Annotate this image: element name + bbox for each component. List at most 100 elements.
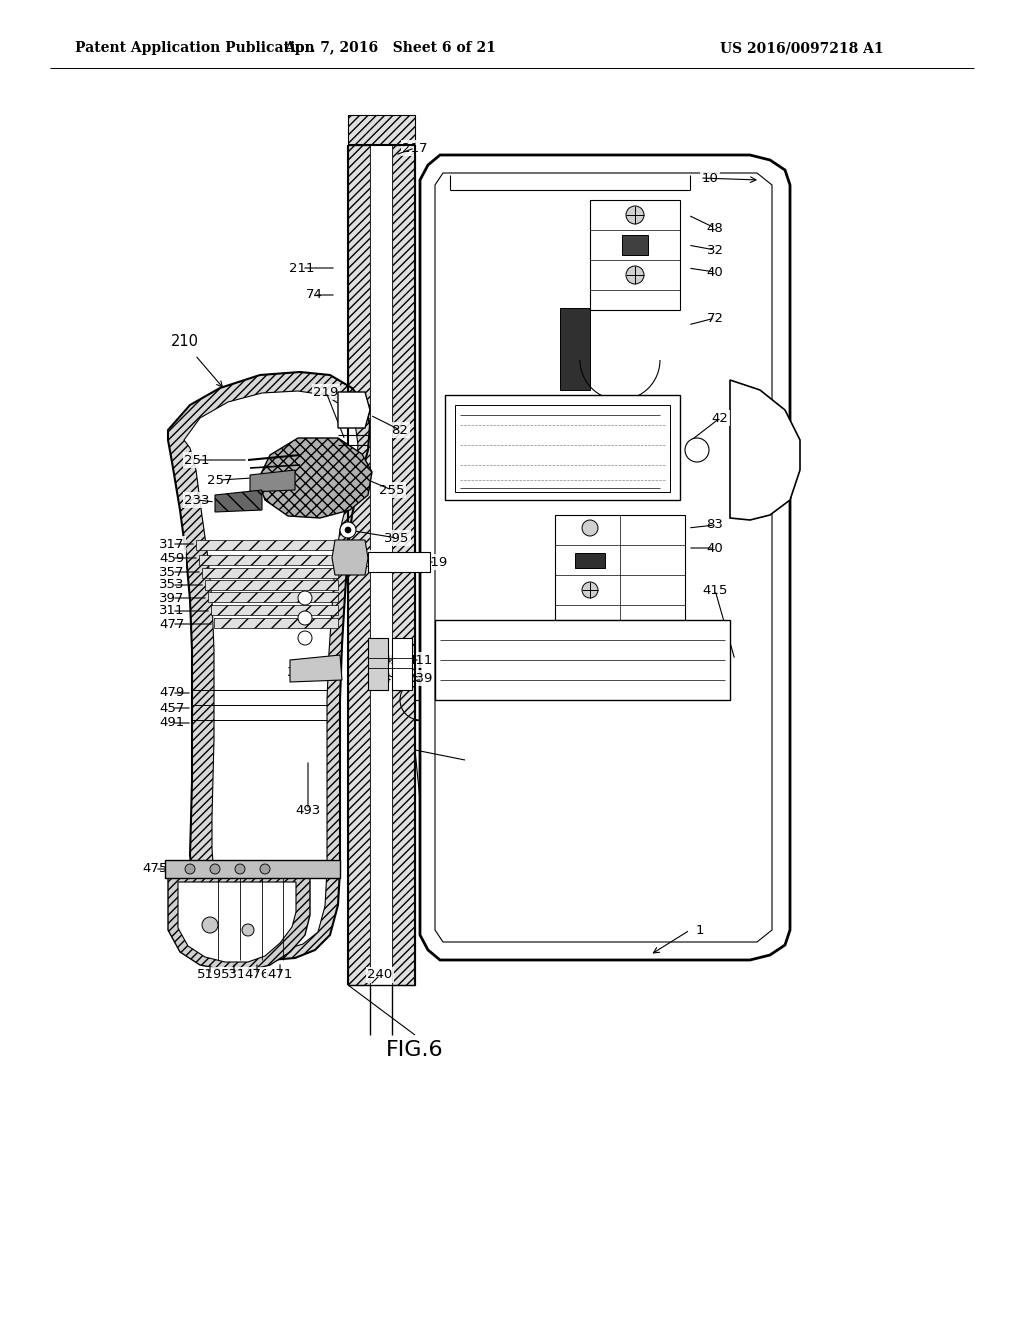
Polygon shape <box>184 391 358 950</box>
Text: 42: 42 <box>712 412 728 425</box>
Polygon shape <box>211 605 338 615</box>
Circle shape <box>582 582 598 598</box>
Polygon shape <box>370 145 392 985</box>
Text: 395: 395 <box>384 532 410 544</box>
Text: 491: 491 <box>160 717 184 730</box>
Polygon shape <box>196 540 338 550</box>
Text: 48: 48 <box>707 222 723 235</box>
Text: 82: 82 <box>391 424 409 437</box>
Polygon shape <box>202 568 338 578</box>
Circle shape <box>242 924 254 936</box>
Text: 239: 239 <box>408 672 433 685</box>
Text: 72: 72 <box>707 312 724 325</box>
Text: 10: 10 <box>701 172 719 185</box>
Text: 459: 459 <box>160 552 184 565</box>
Circle shape <box>210 865 220 874</box>
Polygon shape <box>368 638 388 690</box>
Text: 415: 415 <box>702 583 728 597</box>
Text: 257: 257 <box>207 474 232 487</box>
Polygon shape <box>205 579 338 590</box>
Polygon shape <box>290 655 342 682</box>
Text: 217: 217 <box>402 141 428 154</box>
Polygon shape <box>560 308 590 389</box>
Text: 453: 453 <box>382 653 408 667</box>
Polygon shape <box>575 553 605 568</box>
Text: 413: 413 <box>382 672 408 685</box>
Text: 317: 317 <box>160 537 184 550</box>
Text: 457: 457 <box>160 701 184 714</box>
Text: 219: 219 <box>313 385 339 399</box>
Text: 311: 311 <box>160 605 184 618</box>
Polygon shape <box>348 145 370 985</box>
Polygon shape <box>215 490 262 512</box>
Text: 519: 519 <box>198 969 222 982</box>
Text: 471: 471 <box>267 969 293 982</box>
Text: 476: 476 <box>245 969 269 982</box>
Circle shape <box>260 865 270 874</box>
Text: 337: 337 <box>362 552 388 565</box>
Text: 210: 210 <box>171 334 199 350</box>
Circle shape <box>202 917 218 933</box>
Text: 211: 211 <box>289 261 314 275</box>
Polygon shape <box>392 638 412 690</box>
Polygon shape <box>178 882 296 962</box>
Polygon shape <box>590 201 680 310</box>
Polygon shape <box>199 554 338 565</box>
Text: 479: 479 <box>160 686 184 700</box>
Polygon shape <box>338 392 370 428</box>
Circle shape <box>234 865 245 874</box>
Text: US 2016/0097218 A1: US 2016/0097218 A1 <box>720 41 884 55</box>
Circle shape <box>626 267 644 284</box>
Polygon shape <box>435 173 772 942</box>
Text: 531: 531 <box>221 969 247 982</box>
Text: 355: 355 <box>288 665 312 678</box>
Polygon shape <box>168 372 370 960</box>
Text: 419: 419 <box>422 556 447 569</box>
Text: 233: 233 <box>184 494 210 507</box>
Polygon shape <box>555 515 685 620</box>
Polygon shape <box>368 552 430 572</box>
Text: 411: 411 <box>408 653 433 667</box>
Polygon shape <box>455 405 670 492</box>
Circle shape <box>685 438 709 462</box>
Circle shape <box>345 527 351 533</box>
Circle shape <box>298 631 312 645</box>
Circle shape <box>626 206 644 224</box>
Text: 240: 240 <box>368 969 392 982</box>
Polygon shape <box>208 591 338 602</box>
Polygon shape <box>730 380 800 520</box>
Polygon shape <box>258 438 372 517</box>
Polygon shape <box>214 618 338 628</box>
Text: 357: 357 <box>160 565 184 578</box>
Text: 397: 397 <box>160 591 184 605</box>
Text: FIG.6: FIG.6 <box>386 1040 443 1060</box>
Polygon shape <box>165 861 340 878</box>
Polygon shape <box>250 470 295 492</box>
Text: 40: 40 <box>707 541 723 554</box>
Text: 251: 251 <box>184 454 210 466</box>
Text: 32: 32 <box>707 243 724 256</box>
Text: 493: 493 <box>295 804 321 817</box>
Circle shape <box>298 611 312 624</box>
Circle shape <box>582 520 598 536</box>
Text: 255: 255 <box>379 483 404 496</box>
Circle shape <box>340 521 356 539</box>
Text: Apr. 7, 2016   Sheet 6 of 21: Apr. 7, 2016 Sheet 6 of 21 <box>284 41 496 55</box>
Polygon shape <box>622 235 648 255</box>
Text: 477: 477 <box>160 618 184 631</box>
Polygon shape <box>445 395 680 500</box>
Polygon shape <box>168 878 310 970</box>
Text: Patent Application Publication: Patent Application Publication <box>75 41 314 55</box>
Polygon shape <box>332 540 368 576</box>
Polygon shape <box>420 154 790 960</box>
Polygon shape <box>435 620 730 700</box>
Polygon shape <box>392 145 415 985</box>
Text: 83: 83 <box>707 519 723 532</box>
Text: 475: 475 <box>142 862 168 875</box>
Text: 74: 74 <box>305 289 323 301</box>
Circle shape <box>185 865 195 874</box>
Circle shape <box>298 591 312 605</box>
Text: 40: 40 <box>707 265 723 279</box>
Polygon shape <box>348 115 415 145</box>
Text: 353: 353 <box>160 578 184 591</box>
